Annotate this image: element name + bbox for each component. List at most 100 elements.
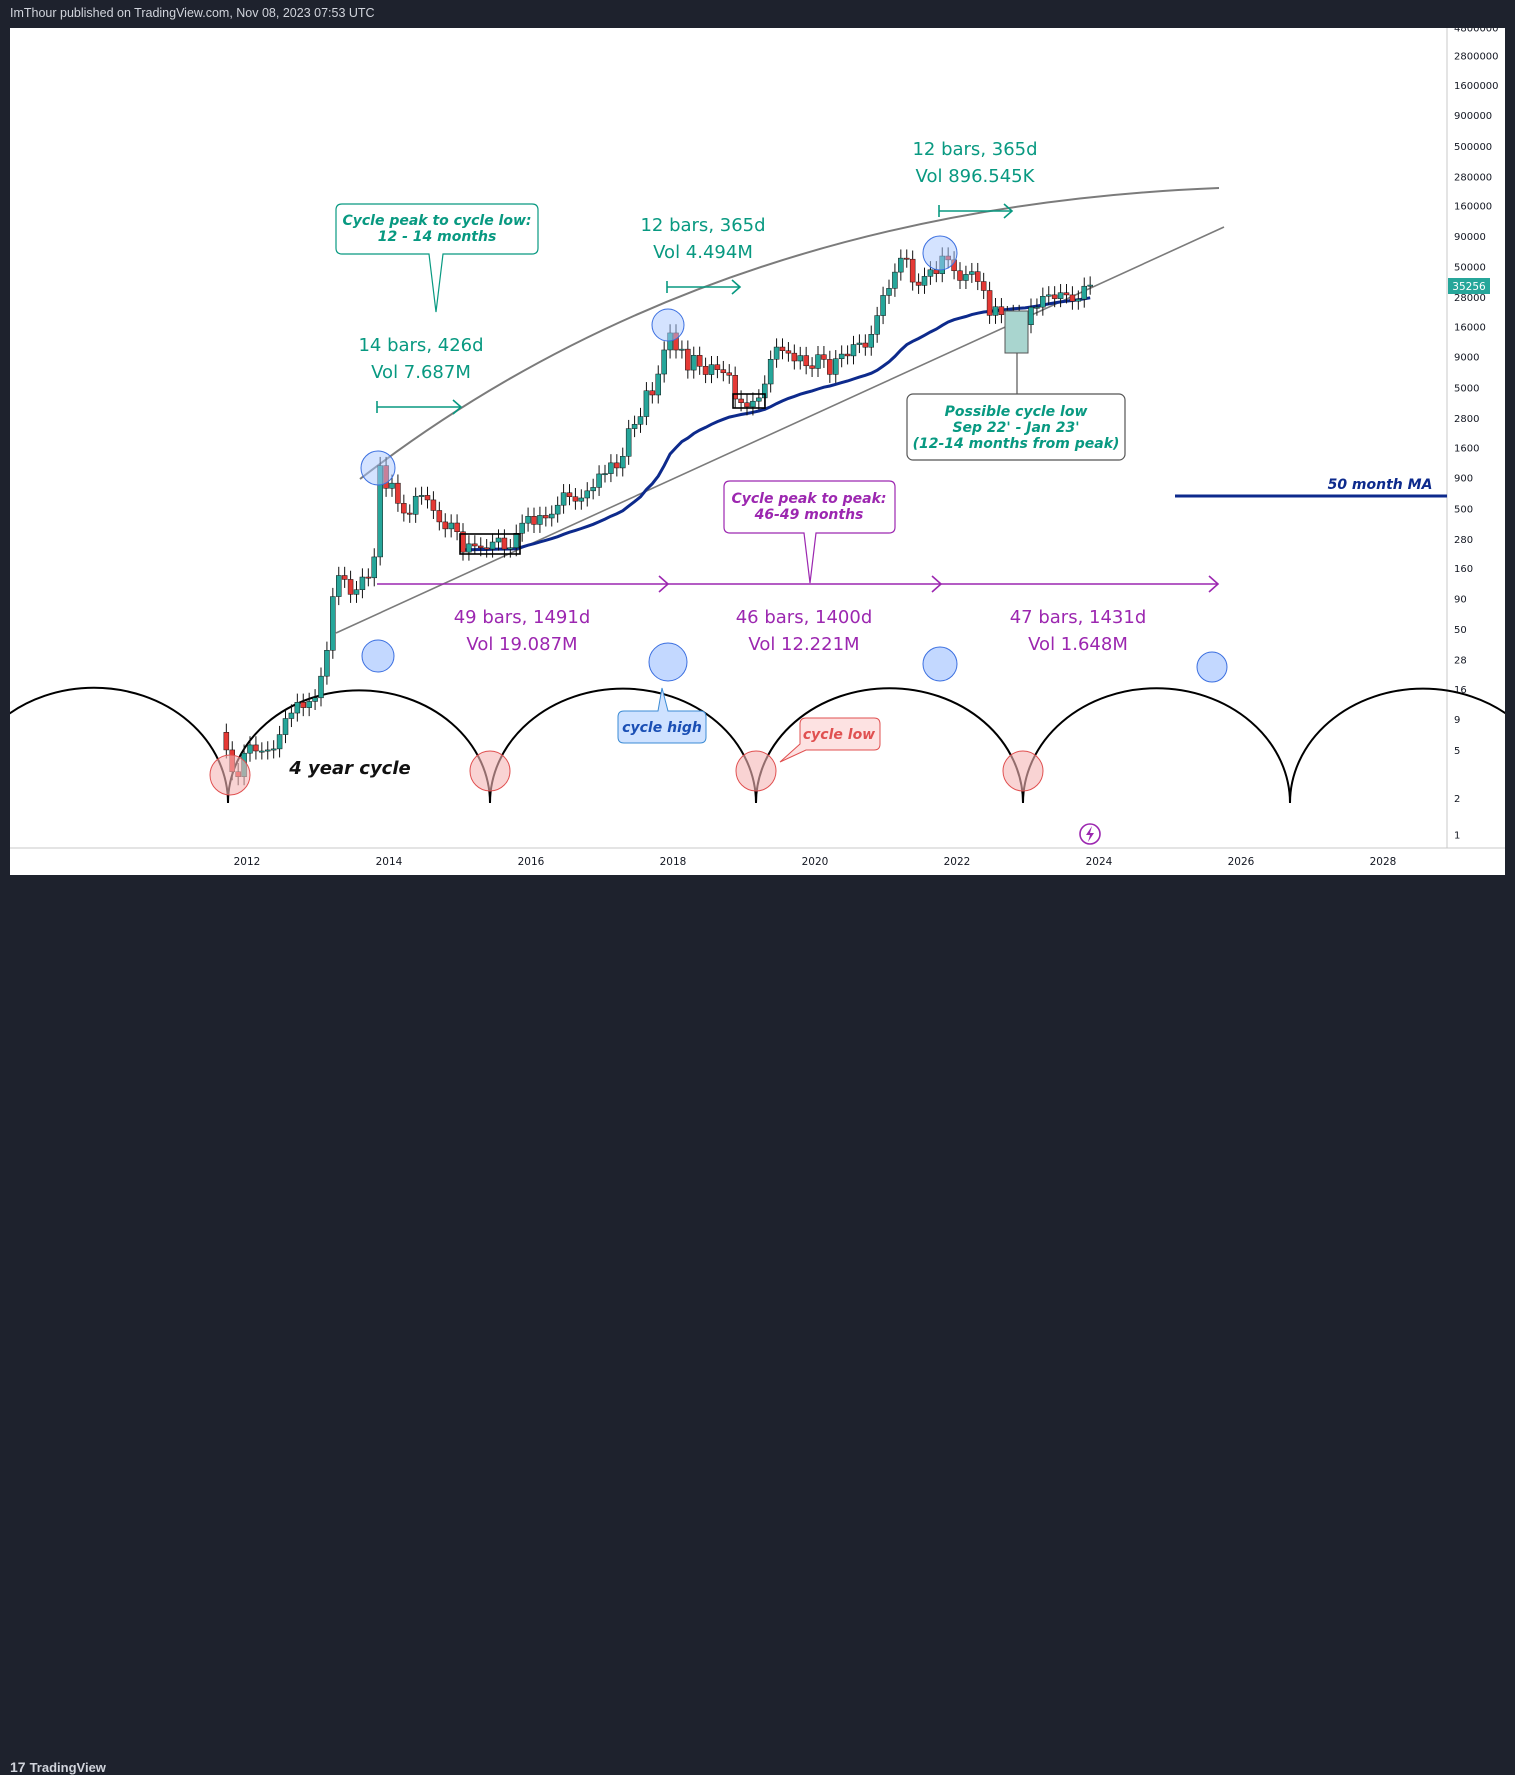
x-tick-label: 2024 (1086, 856, 1113, 868)
cycle-high-circle (651, 308, 685, 342)
candle-body (969, 271, 975, 275)
candle-body (827, 359, 833, 375)
candle-body (412, 495, 419, 515)
candle-body (460, 531, 466, 553)
candle-body (1028, 306, 1034, 326)
cycle-arc (489, 687, 757, 804)
callout-peak-to-peak-line1: Cycle peak to peak: (731, 491, 886, 507)
cycle-high-circle (922, 235, 958, 271)
candle-body (483, 547, 490, 550)
arrow-purple-cycle (377, 575, 1220, 593)
candle-body (270, 748, 277, 751)
candle-body (478, 545, 484, 548)
cycle-1-line1: 49 bars, 1491d (454, 607, 591, 628)
candle-body (708, 364, 715, 375)
callout-peak-to-peak: Cycle peak to peak: 46-49 months (723, 480, 896, 584)
candle-body (454, 522, 460, 532)
y-tick-label: 5000 (1454, 384, 1479, 395)
candle-body (554, 504, 561, 515)
candle-body (265, 749, 271, 752)
arrow-teal-2 (666, 279, 742, 295)
four-year-cycle-label: 4 year cycle (288, 758, 410, 779)
arrow-teal-1 (376, 399, 463, 415)
candle-body (590, 487, 596, 492)
candle-body (424, 495, 431, 501)
candle-body (738, 398, 744, 403)
candle-body (336, 575, 342, 597)
range-box-2019 (732, 393, 766, 409)
cycle-arc (1022, 687, 1291, 804)
y-tick-label: 90000 (1454, 232, 1486, 243)
candle-body (531, 515, 537, 525)
candle-body (696, 355, 703, 367)
arrow-teal-3 (938, 203, 1014, 219)
candle-body (1034, 306, 1040, 309)
candle-body (915, 281, 922, 286)
candle-body (442, 521, 448, 530)
callout-possible-low-line2: Sep 22' - Jan 23' (952, 420, 1079, 436)
candle-body (691, 355, 697, 371)
y-tick-label: 160 (1454, 564, 1473, 575)
lower-trend-line (335, 226, 1225, 634)
candle-body (655, 373, 661, 396)
publish-info: ImThour published on TradingView.com, No… (10, 6, 375, 20)
x-tick-label: 2014 (376, 856, 403, 868)
candle-body (507, 547, 514, 550)
bars-3-line1: 12 bars, 365d (912, 139, 1037, 160)
candle-body (596, 473, 602, 488)
bars-2-line2: Vol 4.494M (653, 242, 753, 263)
candle-body (276, 734, 283, 750)
x-tick-label: 2016 (518, 856, 545, 868)
candle-body (898, 257, 904, 273)
cycle-low-circle (1002, 750, 1044, 792)
last-price-text: 35256 (1452, 281, 1486, 293)
candle-body (850, 344, 857, 357)
y-tick-label: 160000 (1454, 202, 1492, 213)
callout-possible-low: Possible cycle low Sep 22' - Jan 23' (12… (906, 393, 1126, 461)
four-year-cycle-arcs (10, 686, 1505, 804)
candle-body (602, 473, 608, 476)
callout-possible-low-line3: (12-14 months from peak) (913, 436, 1120, 452)
candle-body (720, 369, 727, 374)
candle-body (809, 365, 815, 369)
candle-body (513, 532, 519, 548)
candle-body (685, 348, 691, 371)
cycle-high-circle (360, 450, 396, 486)
cycle-1-line2: Vol 19.087M (466, 634, 577, 655)
candle-body (501, 537, 508, 550)
cycle-low-text: cycle low (803, 727, 875, 743)
candle-body (986, 290, 993, 316)
y-tick-label: 16 (1454, 685, 1467, 696)
cycle-low-circle (209, 754, 251, 796)
y-tick-label: 9 (1454, 715, 1460, 726)
cycle-arc (10, 686, 229, 804)
x-tick-label: 2012 (234, 856, 261, 868)
y-tick-label: 16000 (1454, 323, 1486, 334)
x-tick-label: 2022 (944, 856, 971, 868)
callout-possible-low-line1: Possible cycle low (945, 404, 1088, 420)
candle-body (1040, 296, 1046, 308)
y-tick-label: 280000 (1454, 172, 1492, 183)
candle-body (975, 271, 981, 282)
candle-body (1063, 292, 1070, 296)
candle-body (407, 512, 413, 515)
cycle-low-circle (735, 750, 777, 792)
candle-body (353, 589, 360, 595)
y-tick-label: 1600000 (1454, 81, 1499, 92)
bars-1-line1: 14 bars, 426d (358, 335, 483, 356)
candle-body (880, 295, 886, 316)
y-tick-label: 900 (1454, 474, 1473, 485)
lightning-icon[interactable] (1079, 823, 1101, 845)
candle-body (909, 258, 916, 283)
candle-body (791, 352, 798, 362)
callout-peak-to-peak-line2: 46-49 months (754, 507, 864, 523)
x-tick-label: 2026 (1228, 856, 1255, 868)
candle-body (702, 366, 709, 375)
chart-svg[interactable]: 4800000 2800000 1600000 900000 500000 280000 1… (10, 28, 1505, 875)
tradingview-logo[interactable]: 17 TradingView (10, 1759, 106, 1775)
candle-body (395, 482, 401, 504)
candle-body (223, 732, 230, 751)
upper-trend-curve (359, 187, 1220, 480)
candle-body (259, 750, 265, 753)
candle-body (549, 513, 555, 519)
